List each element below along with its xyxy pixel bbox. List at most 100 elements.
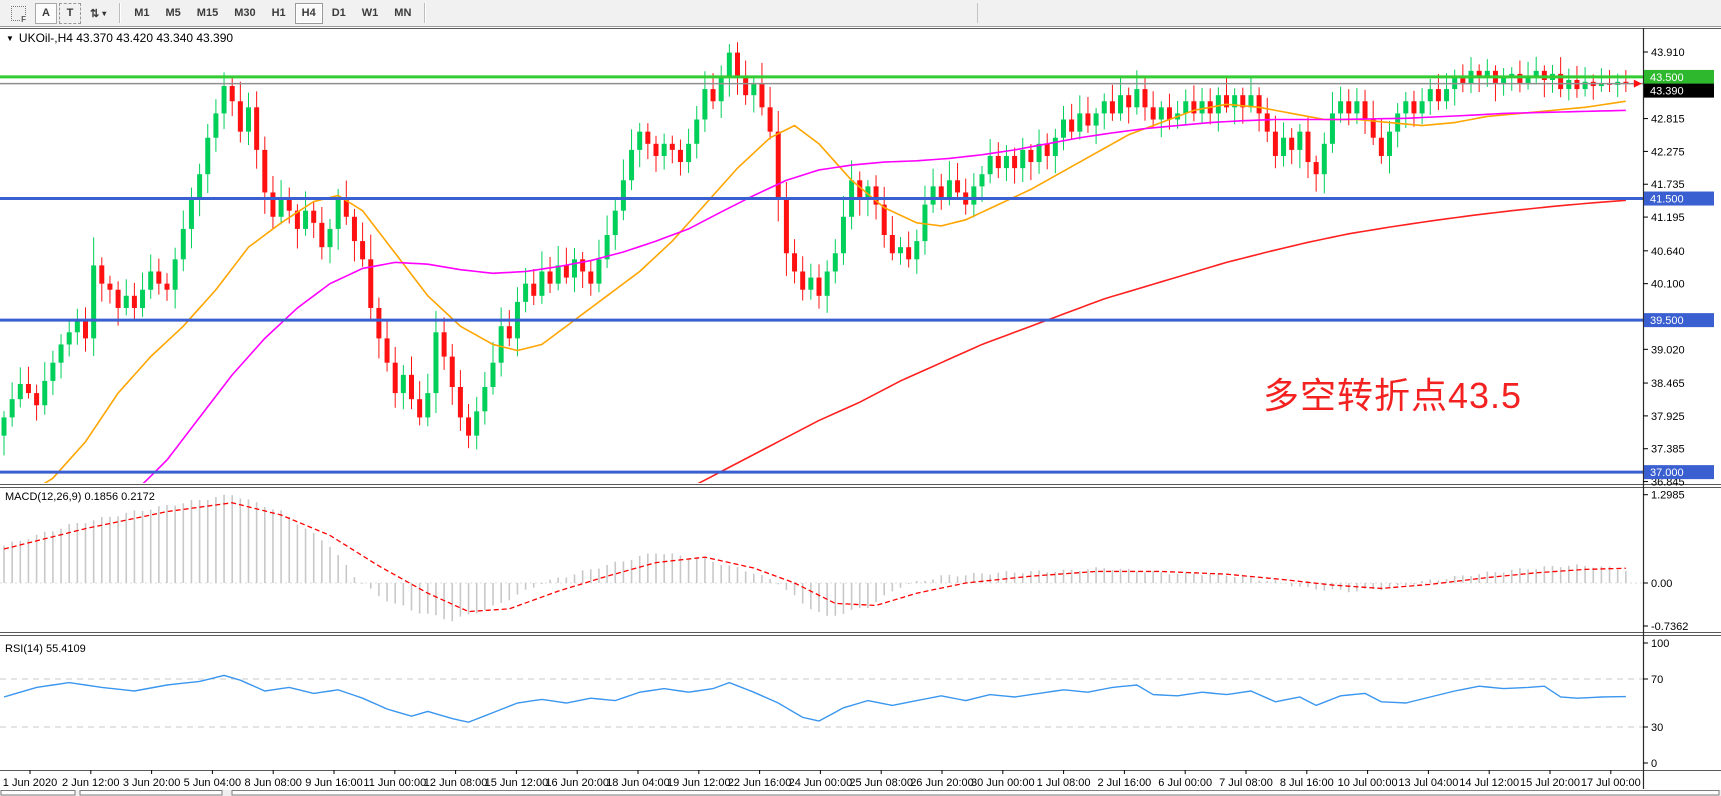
candle	[1297, 131, 1303, 150]
timeframe-m15-button[interactable]: M15	[190, 3, 225, 24]
price-tick-label: 41.735	[1651, 179, 1685, 191]
candle	[1354, 101, 1360, 114]
candle	[1256, 95, 1262, 114]
time-tick-label: 18 Jun 04:00	[606, 777, 670, 789]
timeframe-h1-button[interactable]: H1	[265, 3, 293, 24]
candle	[311, 210, 317, 223]
price-tick-label: 40.100	[1651, 279, 1685, 291]
candle	[1069, 119, 1075, 132]
price-line-badge	[1644, 191, 1714, 206]
rsi-tick-label: 70	[1651, 674, 1663, 686]
candle	[563, 265, 569, 278]
candle	[221, 86, 227, 114]
candle	[1232, 95, 1238, 108]
price-tick-label: 43.910	[1651, 47, 1685, 59]
candle	[873, 186, 879, 205]
timeframe-h4-button[interactable]: H4	[294, 2, 323, 24]
price-axis: 43.910 42.815 42.275 41.735 41.195 40.640 40.1…	[1643, 47, 1714, 770]
candle	[1191, 101, 1197, 114]
candle	[466, 417, 472, 436]
candle	[425, 393, 431, 418]
candle	[58, 344, 64, 363]
candle	[351, 216, 357, 242]
candle	[506, 326, 512, 339]
time-tick-label: 17 Jul 00:00	[1581, 777, 1641, 789]
candle	[270, 192, 276, 217]
candle	[262, 149, 268, 193]
candle	[759, 83, 765, 108]
candle	[498, 326, 504, 363]
candle	[286, 198, 292, 211]
text-box-tool-button[interactable]: T	[59, 2, 81, 24]
candle	[335, 198, 341, 229]
candle	[246, 107, 251, 132]
bottom-scrollbar[interactable]	[0, 790, 1721, 796]
candle	[197, 174, 203, 199]
candle	[555, 265, 561, 284]
timeframe-w1-button[interactable]: W1	[355, 3, 386, 24]
price-tick-label: 40.640	[1651, 246, 1685, 258]
candle	[938, 186, 944, 199]
candle	[653, 143, 659, 156]
candle	[808, 277, 814, 290]
candle	[1370, 119, 1376, 138]
price-line-badge	[1644, 83, 1714, 98]
candle	[99, 265, 105, 284]
toolbar-separator	[977, 3, 978, 23]
candle	[1028, 149, 1034, 163]
ma-magenta-line	[142, 109, 1626, 483]
candle	[914, 241, 920, 260]
candle	[303, 210, 309, 229]
timeframe-d1-button[interactable]: D1	[325, 3, 353, 24]
candle	[1574, 79, 1580, 90]
candle	[1598, 83, 1604, 87]
candle	[726, 52, 732, 77]
candle	[669, 143, 675, 150]
price-badge-label: 37.000	[1650, 467, 1684, 479]
candle	[1061, 119, 1066, 138]
candle	[572, 259, 577, 278]
candle	[1338, 101, 1344, 114]
macd-histogram	[3, 494, 1627, 622]
candle	[9, 399, 15, 418]
scrollbar-segment	[79, 790, 223, 796]
candle	[645, 131, 651, 144]
time-tick-label: 13 Jul 04:00	[1398, 777, 1458, 789]
time-tick-label: 5 Jun 04:00	[184, 777, 242, 789]
candle	[1525, 76, 1531, 84]
arrows-tool-button[interactable]: ⇅ ▾	[83, 3, 113, 24]
candle	[74, 320, 80, 333]
candle	[327, 228, 333, 248]
timeframe-mn-button[interactable]: MN	[387, 3, 418, 24]
candle	[1435, 89, 1441, 102]
text-label-tool-button[interactable]: A	[35, 2, 57, 24]
candle	[490, 362, 496, 388]
candle	[661, 143, 667, 156]
chart-title-text: UKOil-,H4 43.370 43.420 43.340 43.390	[18, 31, 234, 45]
candle	[140, 289, 146, 308]
candle	[42, 380, 48, 406]
rsi-tick-label: 30	[1651, 722, 1663, 734]
candle	[1126, 95, 1132, 108]
timeframe-m1-button[interactable]: M1	[127, 3, 156, 24]
candle	[1166, 107, 1172, 120]
candle	[547, 271, 553, 284]
rsi-line	[3, 674, 1626, 723]
template-grid-button[interactable]: F	[4, 3, 33, 24]
candle	[946, 180, 952, 199]
letter-t-icon: T	[66, 7, 74, 19]
candle	[319, 222, 325, 248]
candle	[368, 259, 374, 308]
candle	[751, 83, 757, 96]
candle	[1387, 131, 1392, 156]
triangle-down-icon: ▼	[6, 33, 14, 43]
candle	[1020, 149, 1026, 169]
timeframe-m5-button[interactable]: M5	[159, 3, 188, 24]
candle	[343, 198, 349, 217]
timeframe-m30-button[interactable]: M30	[227, 3, 262, 24]
candle	[213, 113, 219, 138]
macd-tick-label: 0.00	[1651, 578, 1672, 590]
candle	[1533, 70, 1539, 77]
candle	[254, 107, 260, 150]
